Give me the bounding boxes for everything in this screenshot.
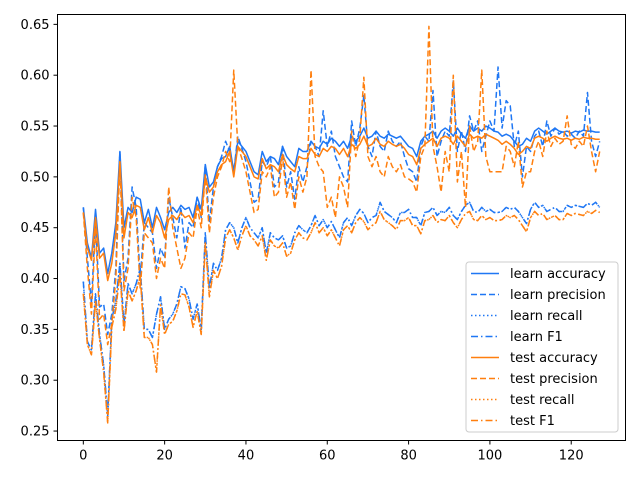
- y-axis: 0.25 0.30 0.35 0.40 0.45 0.50 0.55 0.60 0.65: [21, 18, 58, 440]
- legend-label: test recall: [510, 393, 575, 408]
- x-axis: 0 20 40 60 80 100 120: [79, 440, 584, 464]
- x-tick-label: 40: [238, 449, 255, 464]
- y-tick-label: 0.55: [21, 120, 50, 135]
- legend-box: [465, 261, 619, 433]
- x-tick-label: 80: [400, 449, 417, 464]
- x-tick-label: 0: [79, 449, 87, 464]
- legend-label: learn F1: [510, 330, 563, 345]
- legend: learn accuracy learn precision learn recal…: [465, 261, 619, 433]
- y-tick-label: 0.45: [21, 221, 50, 236]
- x-tick-label: 120: [559, 449, 584, 464]
- x-tick-label: 100: [477, 449, 502, 464]
- y-tick-label: 0.30: [21, 374, 50, 389]
- y-tick-label: 0.40: [21, 272, 50, 287]
- y-tick-label: 0.65: [21, 18, 50, 33]
- series-layer: [82, 25, 601, 424]
- series-line-learn-F1: [82, 201, 601, 417]
- legend-label: learn accuracy: [510, 267, 606, 282]
- y-tick-label: 0.60: [21, 69, 50, 84]
- legend-label: learn recall: [510, 309, 582, 324]
- legend-label: test accuracy: [510, 351, 598, 366]
- series-line-test-precision: [82, 25, 601, 346]
- y-tick-label: 0.35: [21, 323, 50, 338]
- x-tick-label: 20: [156, 449, 173, 464]
- y-tick-label: 0.25: [21, 425, 50, 440]
- y-tick-label: 0.50: [21, 170, 50, 185]
- x-tick-label: 60: [319, 449, 336, 464]
- legend-label: test precision: [510, 372, 598, 387]
- series-line-learn-accuracy: [82, 125, 600, 275]
- series-line-test-F1: [82, 209, 601, 424]
- legend-label: learn precision: [510, 288, 606, 303]
- series-line-test-accuracy: [82, 133, 600, 282]
- legend-label: test F1: [510, 414, 555, 429]
